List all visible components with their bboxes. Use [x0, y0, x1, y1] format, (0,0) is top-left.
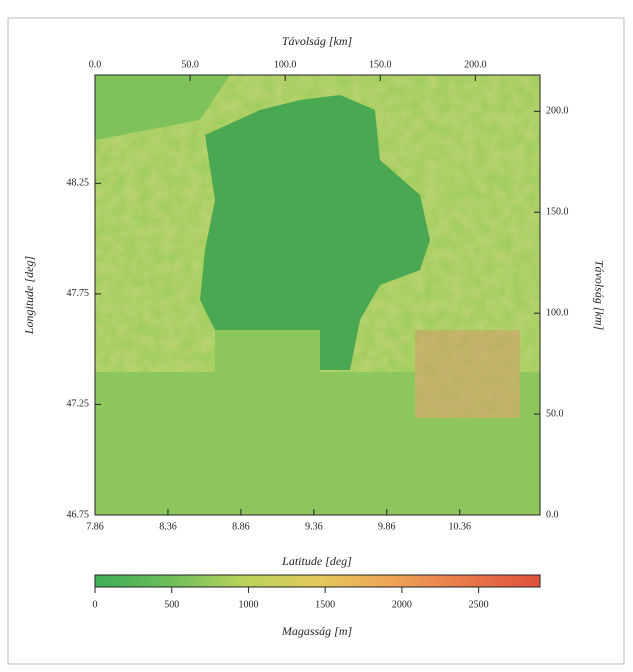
tick-label: 1500 [315, 599, 335, 610]
tick-label: 7.86 [86, 521, 104, 532]
tick-label: 8.86 [232, 521, 250, 532]
y-axis-label: Longitude [deg] [22, 256, 36, 336]
x-axis-label: Latitude [deg] [281, 554, 352, 568]
tick-label: 2000 [392, 599, 412, 610]
colorbar [95, 575, 540, 587]
tick-label: 47.75 [67, 288, 90, 299]
tick-label: 10.36 [449, 521, 472, 532]
tick-label: 8.36 [159, 521, 177, 532]
tick-label: 48.25 [67, 178, 90, 189]
tick-label: 0.0 [89, 59, 102, 70]
tick-label: 100.0 [546, 307, 569, 318]
tick-label: 0 [93, 599, 98, 610]
tick-label: 0.0 [546, 509, 559, 520]
tick-label: 500 [164, 599, 179, 610]
tick-label: 100.0 [274, 59, 297, 70]
tick-label: 9.86 [378, 521, 396, 532]
tick-label: 46.75 [67, 509, 90, 520]
x2-axis-label: Távolság [km] [282, 34, 353, 48]
tick-label: 50.0 [181, 59, 199, 70]
y2-axis-label: Távolság [km] [592, 260, 606, 331]
tick-label: 200.0 [464, 59, 487, 70]
terrain-raster [95, 75, 540, 515]
tick-label: 2500 [469, 599, 489, 610]
tick-label: 150.0 [546, 207, 569, 218]
tick-label: 9.36 [305, 521, 323, 532]
tick-label: 50.0 [546, 408, 564, 419]
tick-label: 47.25 [67, 399, 90, 410]
tick-label: 150.0 [369, 59, 392, 70]
tick-label: 200.0 [546, 106, 569, 117]
colorbar-label: Magasság [m] [281, 624, 353, 638]
figure: Latitude [deg] Távolság [km] Longitude [… [0, 0, 633, 667]
tick-label: 1000 [238, 599, 258, 610]
